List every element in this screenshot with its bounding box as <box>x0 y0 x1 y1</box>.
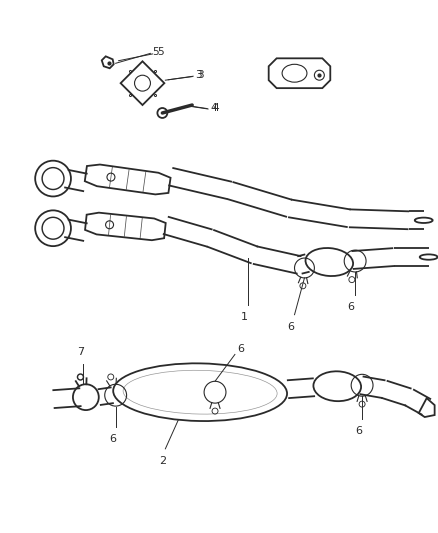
Text: 6: 6 <box>109 434 116 444</box>
Text: 7: 7 <box>77 348 84 358</box>
Text: 6: 6 <box>237 344 244 354</box>
Text: 6: 6 <box>347 302 354 312</box>
Text: 1: 1 <box>240 312 247 322</box>
Text: 5: 5 <box>157 47 164 58</box>
Text: 5: 5 <box>152 47 159 58</box>
Text: 2: 2 <box>159 456 166 466</box>
Text: 3: 3 <box>197 70 203 80</box>
Text: 3: 3 <box>195 70 201 80</box>
Text: 6: 6 <box>286 321 293 332</box>
Text: 4: 4 <box>212 103 218 113</box>
Text: 6: 6 <box>355 426 362 436</box>
Text: 4: 4 <box>209 103 216 113</box>
